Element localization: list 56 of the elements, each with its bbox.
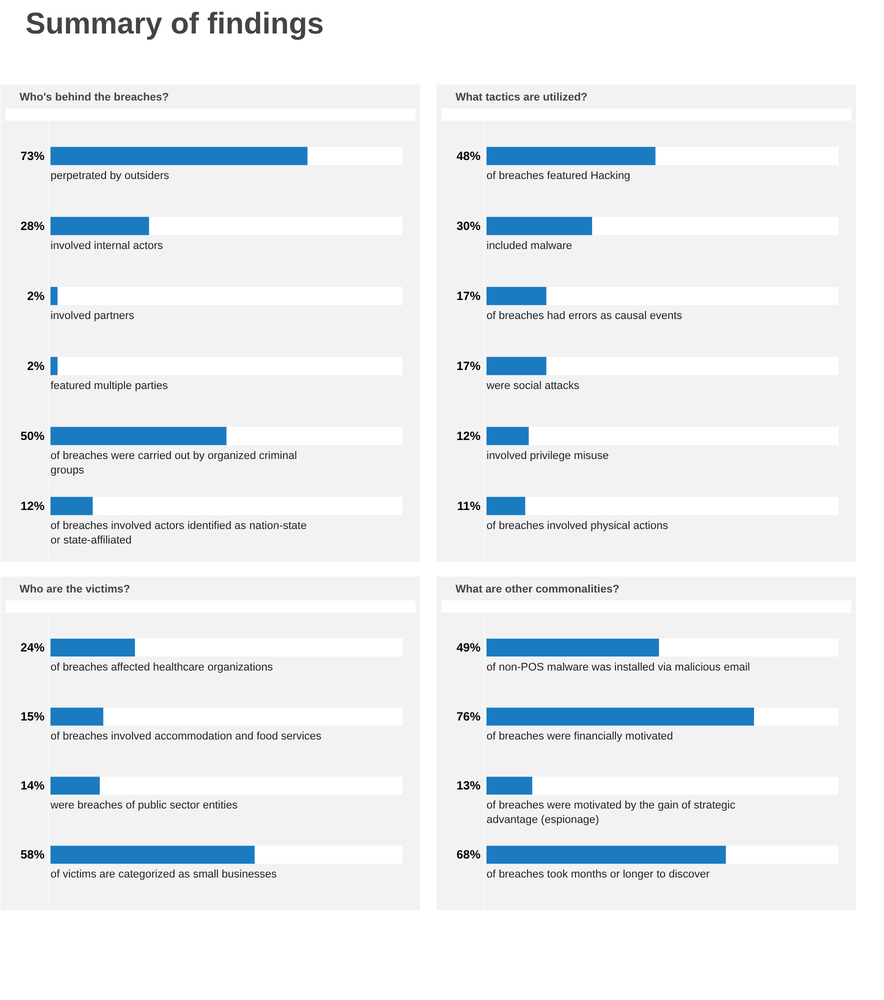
data-label: 11% [457,499,481,513]
bar [486,426,529,446]
data-label: 68% [456,848,481,862]
category-label: were breaches of public sector entities [50,799,238,812]
data-label: 17% [456,359,481,373]
data-label: 2% [27,289,45,303]
category-label: included malware [486,240,572,252]
category-label: of breaches were carried out by organized criminal groups [50,450,297,476]
bar [50,638,135,657]
bar [50,356,58,376]
data-label: 76% [456,710,481,724]
chart-title: Who are the victims? [20,584,130,596]
category-label: of non-POS malware was installed via malicious email [486,661,750,674]
category-label: of breaches affected healthcare organizations [50,661,273,674]
data-label: 48% [456,149,481,163]
chart-title: What tactics are utilized? [456,92,588,104]
data-label: 13% [456,778,481,793]
category-label: of breaches were motivated by the gain of strategic advantage (espionage) [486,799,736,826]
category-label: of breaches were financially motivated [486,730,673,742]
bar [50,708,104,726]
category-label: perpetrated by outsiders [50,170,170,182]
bar [50,286,58,306]
data-label: 50% [20,429,45,443]
data-label: 58% [20,848,45,862]
bar [486,776,532,795]
data-label: 30% [456,219,481,233]
data-label: 73% [20,149,45,163]
bar [486,496,526,516]
data-label: 14% [20,778,45,793]
bar [50,776,100,795]
chart-title: Who's behind the breaches? [20,92,170,104]
data-label: 12% [20,499,45,513]
category-label: involved internal actors [50,240,164,252]
data-label: 28% [20,219,45,233]
category-label: of breaches involved physical actions [486,520,668,532]
bar [486,356,546,376]
data-label: 24% [20,640,45,655]
category-label: involved partners [50,310,134,322]
category-label: of breaches had errors as causal events [486,310,682,322]
data-label: 15% [20,710,45,724]
chart-title: What are other commonalities? [456,584,620,596]
category-label: featured multiple parties [50,380,168,392]
data-label: 17% [456,289,481,303]
category-label: of breaches took months or longer to discover [486,868,710,881]
category-label: of breaches involved actors identified as nation-state or state-affiliated [50,520,307,546]
data-label: 2% [27,359,45,373]
category-label: of breaches featured Hacking [486,170,630,182]
category-label: of breaches involved accommodation and food services [50,730,322,742]
category-label: were social attacks [486,380,580,392]
category-label: involved privilege misuse [486,450,609,462]
data-label: 12% [456,429,481,443]
data-label: 49% [456,640,481,655]
bar [486,286,546,306]
text: Summary of findings [26,8,324,40]
category-label: of victims are categorized as small businesses [50,868,277,881]
bar [50,496,93,516]
